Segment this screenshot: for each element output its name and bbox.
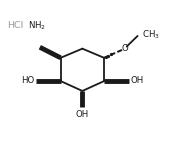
Text: O: O — [121, 44, 128, 53]
Text: HCl: HCl — [7, 21, 24, 30]
Text: NH$_2$: NH$_2$ — [28, 19, 46, 32]
Text: OH: OH — [76, 110, 89, 119]
Text: OH: OH — [131, 76, 144, 85]
Text: HO: HO — [21, 76, 34, 85]
Text: CH$_3$: CH$_3$ — [142, 28, 160, 41]
